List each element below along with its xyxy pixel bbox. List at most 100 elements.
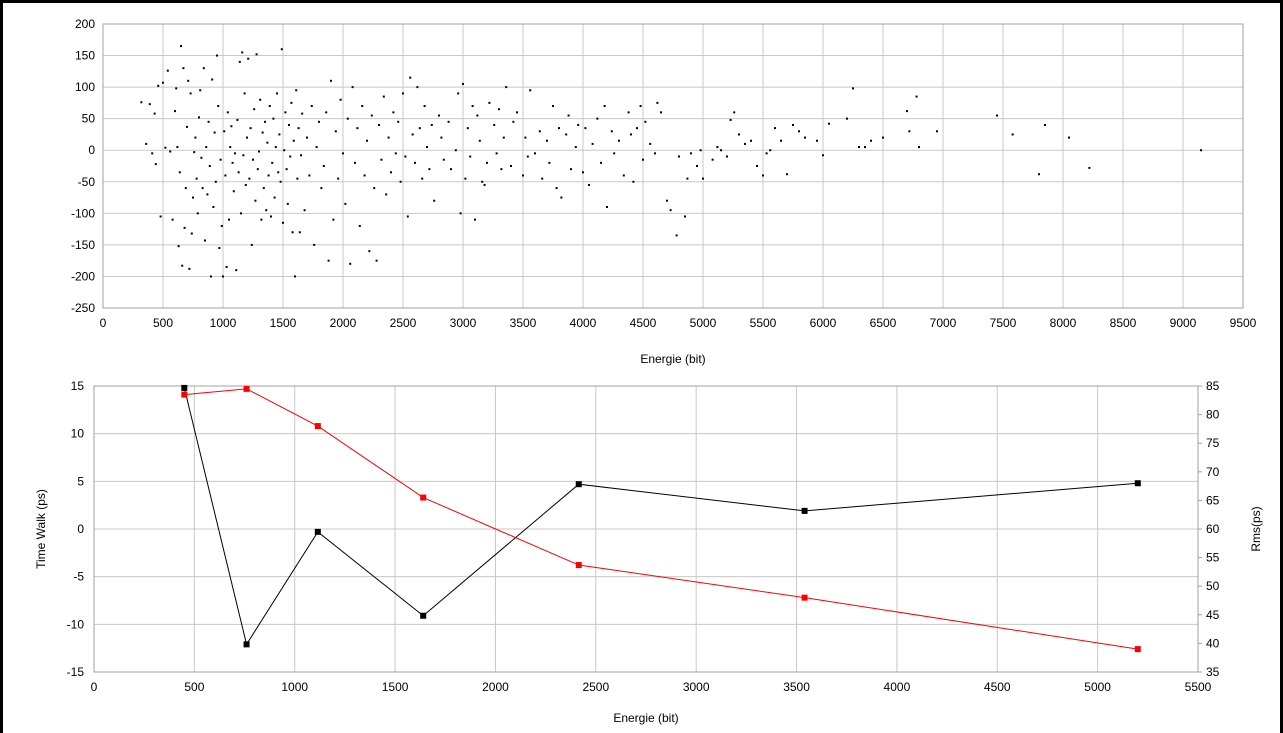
scatter-point xyxy=(190,232,193,235)
scatter-point xyxy=(242,154,245,157)
rms-point xyxy=(314,423,321,430)
time-walk-point xyxy=(181,384,188,391)
scatter-point xyxy=(164,146,167,149)
scatter-point xyxy=(720,149,722,152)
scatter-point xyxy=(268,105,271,108)
scatter-point xyxy=(699,149,702,152)
scatter-point xyxy=(346,117,349,120)
scatter-point xyxy=(368,250,371,253)
scatter-point xyxy=(151,152,154,155)
y-tick-label: 150 xyxy=(75,49,95,63)
scatter-point xyxy=(259,98,262,101)
scatter-point xyxy=(278,133,281,136)
scatter-point xyxy=(600,161,602,164)
scatter-point xyxy=(546,139,548,142)
scatter-point xyxy=(421,177,424,180)
scatter-point xyxy=(548,161,551,164)
scatter-point xyxy=(246,136,248,139)
rms-point xyxy=(1134,646,1141,653)
scatter-point xyxy=(483,183,486,186)
scatter-point xyxy=(524,136,527,139)
scatter-point xyxy=(196,212,199,215)
scatter-point xyxy=(639,105,642,108)
scatter-point xyxy=(285,168,288,171)
scatter-point xyxy=(265,209,268,212)
scatter-point xyxy=(320,187,323,190)
y-tick-label-right: 55 xyxy=(1206,551,1220,565)
scatter-point xyxy=(205,146,208,149)
y-tick-label-right: 65 xyxy=(1206,493,1220,507)
y-tick-label-left: -10 xyxy=(67,617,85,631)
y-tick-label-right: 75 xyxy=(1206,436,1220,450)
scatter-point xyxy=(822,154,824,157)
scatter-point xyxy=(288,123,290,126)
scatter-point xyxy=(702,177,704,180)
y-tick-label-right: 70 xyxy=(1206,465,1220,479)
scatter-point xyxy=(882,136,884,139)
scatter-point xyxy=(430,123,433,126)
y-tick-label-right: 45 xyxy=(1206,608,1220,622)
scatter-point xyxy=(418,127,421,130)
scatter-point xyxy=(588,183,590,186)
scatter-point xyxy=(591,142,594,145)
x-tick-label: 2000 xyxy=(482,680,509,694)
x-tick-label: 5500 xyxy=(1185,680,1212,694)
scatter-point xyxy=(567,114,570,117)
x-tick-label: 4500 xyxy=(984,680,1011,694)
scatter-point xyxy=(171,218,174,221)
scatter-point xyxy=(488,101,491,104)
scatter-point xyxy=(212,206,215,209)
scatter-point xyxy=(711,158,714,161)
scatter-point xyxy=(310,105,313,108)
x-tick-label: 1000 xyxy=(210,316,237,330)
scatter-point xyxy=(669,209,672,212)
scatter-point xyxy=(500,168,503,171)
x-tick-label: 1500 xyxy=(270,316,297,330)
scatter-point xyxy=(574,146,577,149)
scatter-point xyxy=(153,112,156,115)
scatter-point xyxy=(378,123,380,126)
scatter-point xyxy=(272,117,275,120)
scatter-point xyxy=(792,123,794,126)
scatter-point xyxy=(280,48,283,51)
scatter-point xyxy=(632,180,635,183)
scatter-point xyxy=(218,247,221,250)
scatter-point xyxy=(584,127,587,130)
x-tick-label: 7500 xyxy=(990,316,1017,330)
scatter-point xyxy=(166,69,169,72)
scatter-point xyxy=(194,136,197,139)
scatter-point xyxy=(733,111,736,114)
scatter-point xyxy=(204,239,206,242)
scatter-point xyxy=(140,101,143,104)
scatter-point xyxy=(804,136,806,139)
x-tick-label: 4000 xyxy=(884,680,911,694)
scatter-point xyxy=(622,174,625,177)
scatter-point xyxy=(846,117,848,120)
scatter-point xyxy=(264,120,266,123)
scatter-point xyxy=(186,125,188,128)
scatter-point xyxy=(198,116,200,119)
scatter-point xyxy=(382,95,385,98)
rms-point xyxy=(181,391,188,398)
scatter-point xyxy=(906,110,908,113)
scatter-point xyxy=(642,158,644,161)
scatter-point xyxy=(442,158,445,161)
x-tick-label: 5000 xyxy=(690,316,717,330)
scatter-point xyxy=(726,155,728,158)
scatter-point xyxy=(181,264,184,267)
scatter-point xyxy=(250,243,253,246)
y-axis-title-left: Time Walk (ps) xyxy=(34,489,48,569)
scatter-point xyxy=(627,111,630,114)
scatter-point xyxy=(636,127,638,130)
scatter-point xyxy=(774,127,776,130)
x-tick-label: 6500 xyxy=(870,316,897,330)
scatter-point xyxy=(613,152,616,155)
y-tick-label: 200 xyxy=(75,17,95,31)
scatter-point xyxy=(274,146,277,149)
scatter-point xyxy=(183,226,186,229)
scatter-point xyxy=(289,155,292,158)
scatter-point xyxy=(750,139,752,142)
scatter-point xyxy=(459,212,462,215)
scatter-point xyxy=(462,82,464,85)
rms-point xyxy=(801,594,808,601)
